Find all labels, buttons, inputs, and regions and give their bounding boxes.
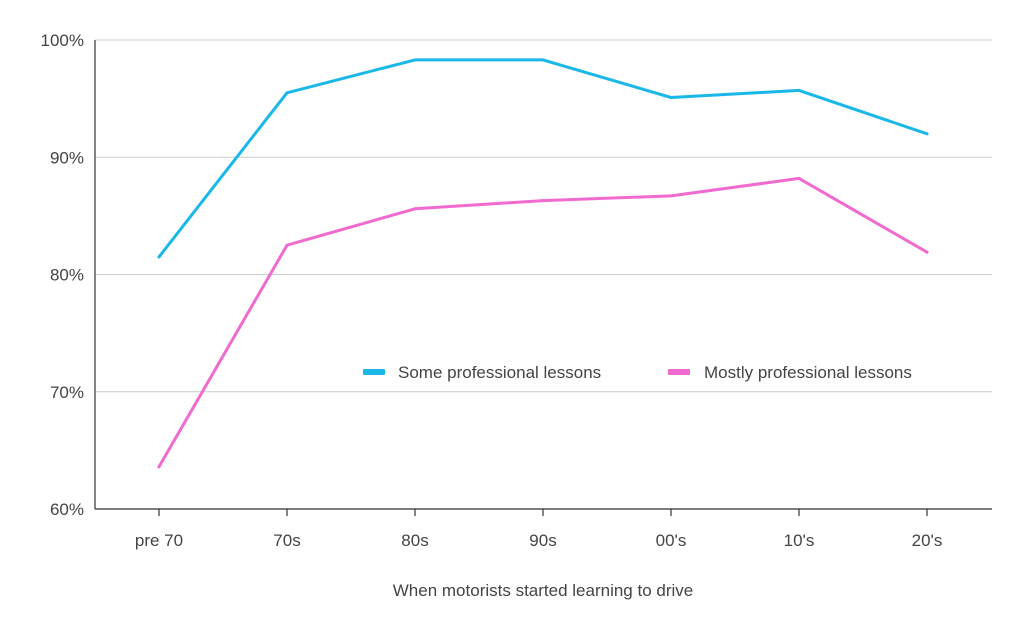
data-point (669, 95, 673, 99)
data-point (541, 58, 545, 62)
data-point (157, 255, 161, 259)
data-point (285, 243, 289, 247)
y-tick-label: 90% (50, 148, 84, 167)
data-point (797, 176, 801, 180)
data-point (157, 465, 161, 469)
y-tick-label: 100% (41, 31, 84, 50)
legend: Some professional lessons Mostly professi… (363, 363, 912, 382)
grid-lines (95, 39, 992, 393)
data-point (925, 250, 929, 254)
legend-swatch (363, 369, 385, 375)
legend-label: Mostly professional lessons (704, 363, 912, 382)
y-tick-label: 80% (50, 266, 84, 285)
y-tick-label: 70% (50, 383, 84, 402)
data-point (413, 207, 417, 211)
series-line-1 (157, 58, 929, 259)
data-point (797, 88, 801, 92)
data-point (669, 194, 673, 198)
x-tick-label: 90s (529, 531, 556, 550)
x-tick-label: 10's (784, 531, 815, 550)
legend-label: Some professional lessons (398, 363, 601, 382)
x-tick-label: 20's (912, 531, 943, 550)
legend-swatch (668, 369, 690, 375)
x-tick-label: 00's (656, 531, 687, 550)
series-lines (157, 58, 929, 469)
data-point (413, 58, 417, 62)
y-tick-label: 60% (50, 500, 84, 519)
axes: 60% 70% 80% 90% 100% pre 70 70s 80s 90s 00's 10's 2… (41, 31, 992, 550)
series-line-2 (157, 176, 929, 469)
data-point (925, 132, 929, 136)
x-axis-title: When motorists started learning to drive (393, 581, 693, 600)
x-tick-label: pre 70 (135, 531, 183, 550)
data-point (541, 199, 545, 203)
data-point (285, 91, 289, 95)
x-tick-label: 80s (401, 531, 428, 550)
x-tick-label: 70s (273, 531, 300, 550)
